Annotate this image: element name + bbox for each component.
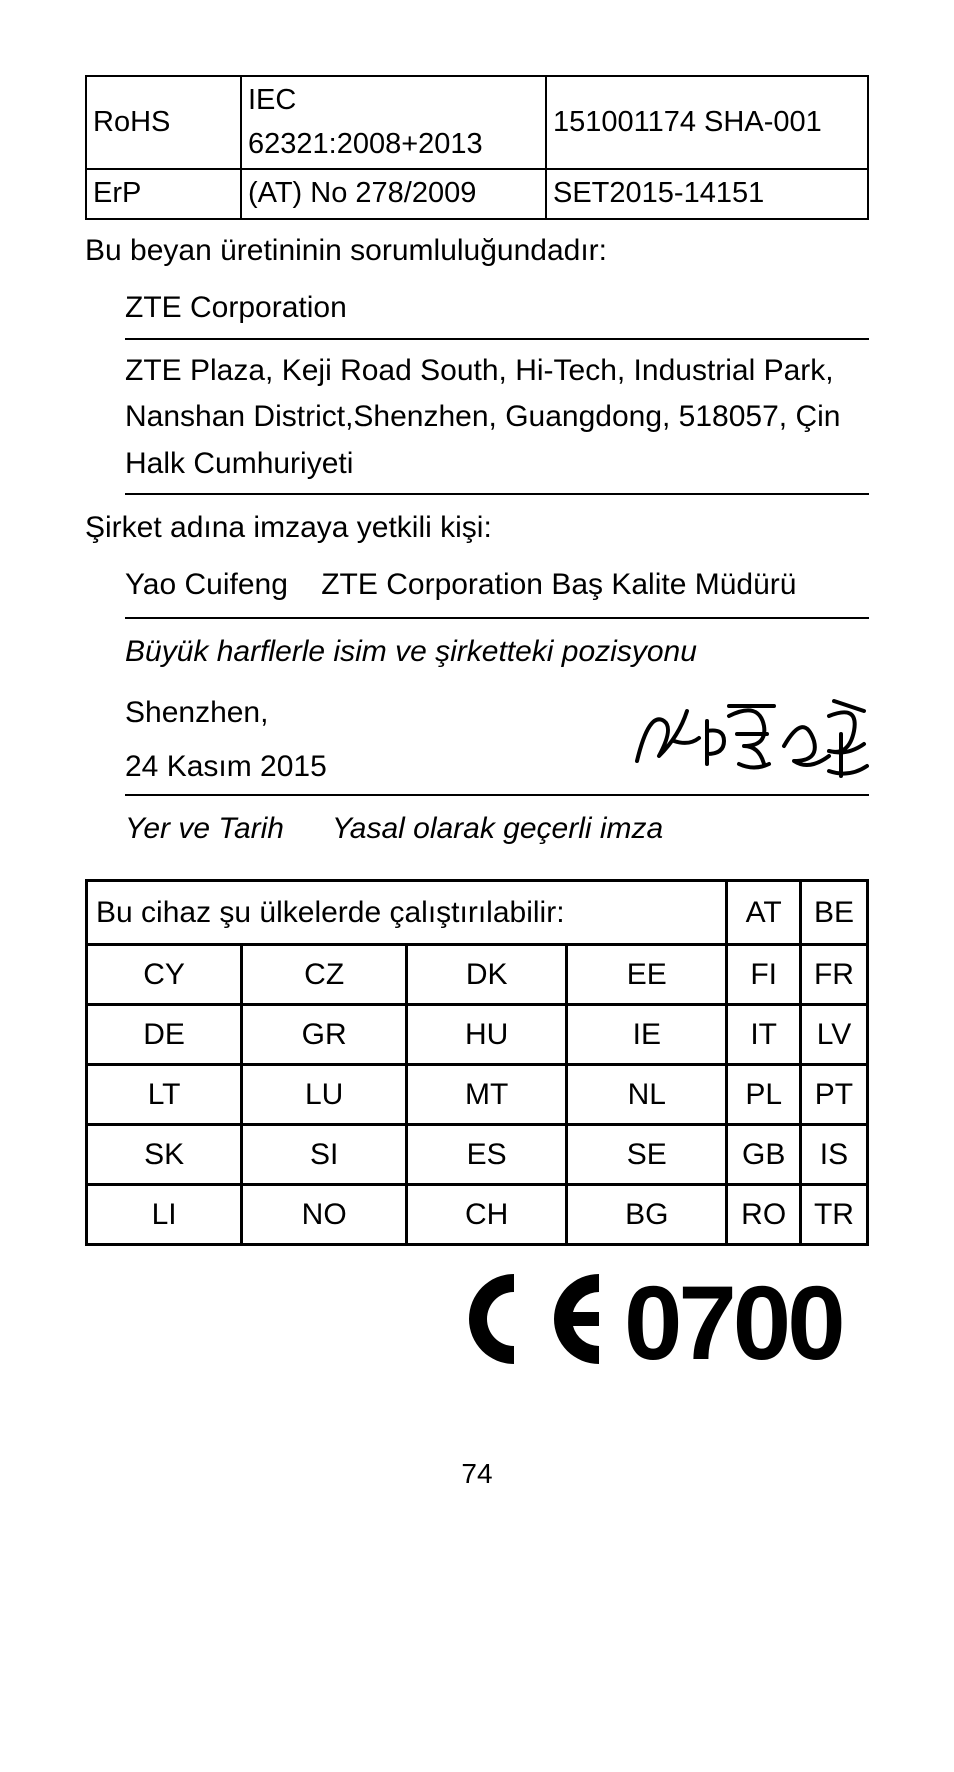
signature-icon: [629, 686, 869, 786]
country-cell: GB: [727, 1124, 801, 1184]
country-cell: AT: [727, 880, 801, 944]
cell-erp: ErP: [86, 169, 241, 219]
table-row: ErP (AT) No 278/2009 SET2015-14151: [86, 169, 868, 219]
page-number: 74: [85, 1453, 869, 1495]
country-cell: IE: [567, 1004, 727, 1064]
country-cell: PT: [800, 1064, 867, 1124]
cell-standard: IEC 62321:2008+2013: [241, 76, 546, 169]
table-row: DE GR HU IE IT LV: [87, 1004, 868, 1064]
cell-cert: SET2015-14151: [546, 169, 868, 219]
country-cell: DE: [87, 1004, 242, 1064]
country-cell: HU: [407, 1004, 567, 1064]
country-cell: RO: [727, 1184, 801, 1244]
country-cell: BE: [800, 880, 867, 944]
cell-cert: 151001174 SHA-001: [546, 76, 868, 169]
table-row: LI NO CH BG RO TR: [87, 1184, 868, 1244]
country-cell: LT: [87, 1064, 242, 1124]
country-cell: IS: [800, 1124, 867, 1184]
country-cell: CZ: [242, 944, 407, 1004]
ce-mark-icon: 0700: [449, 1264, 869, 1374]
country-cell: LV: [800, 1004, 867, 1064]
signature-place: Shenzhen,: [125, 686, 327, 740]
country-cell: LU: [242, 1064, 407, 1124]
country-cell: CH: [407, 1184, 567, 1244]
country-cell: PL: [727, 1064, 801, 1124]
ce-mark: 0700: [85, 1264, 869, 1414]
compliance-table: RoHS IEC 62321:2008+2013 151001174 SHA-0…: [85, 75, 869, 220]
signer-name-title: Yao Cuifeng ZTE Corporation Baş Kalite M…: [125, 562, 869, 619]
table-row: CY CZ DK EE FI FR: [87, 944, 868, 1004]
country-cell: BG: [567, 1184, 727, 1244]
table-row: RoHS IEC 62321:2008+2013 151001174 SHA-0…: [86, 76, 868, 169]
country-cell: GR: [242, 1004, 407, 1064]
position-caption: Büyük harflerle isim ve şirketteki pozis…: [125, 629, 869, 674]
country-cell: IT: [727, 1004, 801, 1064]
cell-standard: (AT) No 278/2009: [241, 169, 546, 219]
signature-caption: Yasal olarak geçerli imza: [332, 806, 663, 851]
country-cell: DK: [407, 944, 567, 1004]
caption-row: Yer ve Tarih Yasal olarak geçerli imza: [125, 806, 869, 851]
country-cell: SE: [567, 1124, 727, 1184]
place-date-caption: Yer ve Tarih: [125, 806, 284, 851]
table-row: LT LU MT NL PL PT: [87, 1064, 868, 1124]
declaration-text: Bu beyan üretininin sorumluluğundadır:: [85, 228, 869, 273]
table-row: SK SI ES SE GB IS: [87, 1124, 868, 1184]
company-address: ZTE Plaza, Keji Road South, Hi-Tech, Ind…: [125, 348, 869, 496]
country-cell: FR: [800, 944, 867, 1004]
country-cell: NL: [567, 1064, 727, 1124]
signature-date: 24 Kasım 2015: [125, 740, 327, 794]
countries-header: Bu cihaz şu ülkelerde çalıştırılabilir:: [87, 880, 727, 944]
authorized-signer-label: Şirket adına imzaya yetkili kişi:: [85, 505, 869, 550]
country-cell: SI: [242, 1124, 407, 1184]
country-cell: FI: [727, 944, 801, 1004]
country-cell: TR: [800, 1184, 867, 1244]
signature-row: Shenzhen, 24 Kasım 2015: [125, 686, 869, 796]
country-cell: NO: [242, 1184, 407, 1244]
country-cell: LI: [87, 1184, 242, 1244]
country-cell: SK: [87, 1124, 242, 1184]
cell-rohs: RoHS: [86, 76, 241, 169]
company-name: ZTE Corporation: [125, 285, 869, 340]
countries-table: Bu cihaz şu ülkelerde çalıştırılabilir: …: [85, 879, 869, 1246]
country-cell: MT: [407, 1064, 567, 1124]
country-cell: EE: [567, 944, 727, 1004]
table-header-row: Bu cihaz şu ülkelerde çalıştırılabilir: …: [87, 880, 868, 944]
svg-text:0700: 0700: [624, 1265, 842, 1374]
country-cell: CY: [87, 944, 242, 1004]
country-cell: ES: [407, 1124, 567, 1184]
